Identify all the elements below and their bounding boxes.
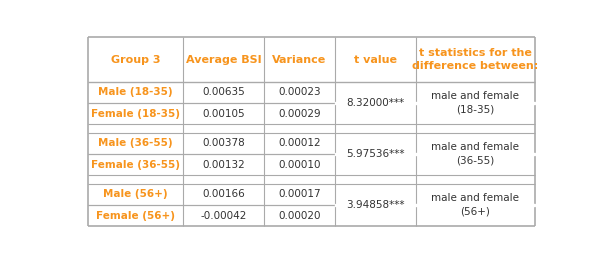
Text: 8.32000***: 8.32000*** [346, 98, 404, 108]
Text: Male (36-55): Male (36-55) [98, 138, 173, 149]
Text: Female (36-55): Female (36-55) [91, 160, 180, 170]
Text: 0.00029: 0.00029 [278, 109, 320, 119]
Text: Group 3: Group 3 [111, 55, 161, 64]
Text: 0.00635: 0.00635 [202, 87, 245, 97]
Text: 0.00105: 0.00105 [202, 109, 245, 119]
Text: Female (18-35): Female (18-35) [91, 109, 180, 119]
Text: male and female
(18-35): male and female (18-35) [432, 92, 519, 115]
Text: -0.00042: -0.00042 [201, 211, 247, 221]
Text: 0.00023: 0.00023 [278, 87, 320, 97]
Text: male and female
(36-55): male and female (36-55) [432, 143, 519, 166]
Text: Variance: Variance [272, 55, 326, 64]
Text: 5.97536***: 5.97536*** [346, 149, 404, 159]
Text: male and female
(56+): male and female (56+) [432, 193, 519, 217]
Text: t statistics for the
difference between:: t statistics for the difference between: [412, 48, 539, 71]
Text: Female (56+): Female (56+) [96, 211, 175, 221]
Text: 0.00166: 0.00166 [202, 189, 245, 199]
Bar [335, 204, 536, 206]
Text: 0.00378: 0.00378 [202, 138, 245, 149]
Bar [335, 153, 536, 155]
Text: 0.00012: 0.00012 [278, 138, 320, 149]
Text: Average BSI: Average BSI [185, 55, 261, 64]
Text: 0.00020: 0.00020 [278, 211, 320, 221]
Text: Male (56+): Male (56+) [103, 189, 168, 199]
Text: Male (18-35): Male (18-35) [98, 87, 173, 97]
Text: 3.94858***: 3.94858*** [346, 200, 404, 210]
Text: 0.00132: 0.00132 [202, 160, 245, 170]
Text: 0.00017: 0.00017 [278, 189, 320, 199]
Bar [335, 102, 536, 104]
Text: 0.00010: 0.00010 [278, 160, 320, 170]
Text: t value: t value [354, 55, 396, 64]
